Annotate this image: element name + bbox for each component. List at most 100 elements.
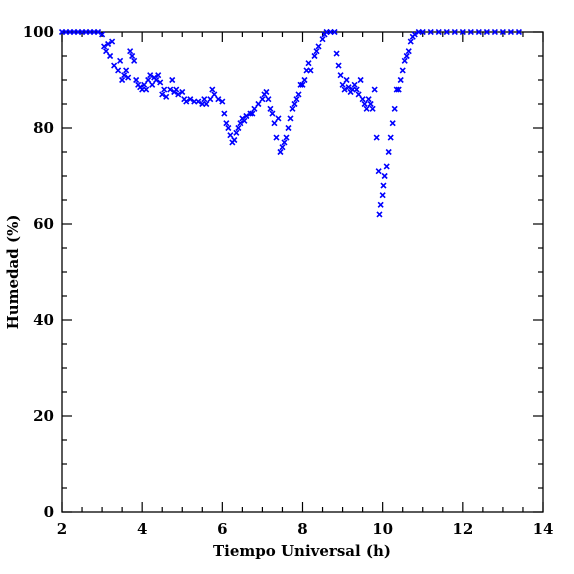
data-point — [289, 105, 296, 112]
data-point — [443, 28, 450, 36]
data-point — [131, 57, 138, 64]
data-point — [267, 105, 274, 112]
data-point — [379, 192, 386, 199]
x-tick-label: 8 — [297, 520, 307, 538]
data-point — [381, 172, 388, 180]
data-point — [203, 100, 210, 108]
data-point — [287, 115, 294, 122]
data-point — [273, 134, 280, 141]
data-point — [389, 120, 396, 127]
data-point — [355, 91, 362, 98]
data-point — [167, 86, 174, 93]
data-point — [109, 38, 116, 45]
data-point — [95, 28, 102, 36]
data-point — [401, 57, 408, 64]
data-point — [367, 100, 374, 108]
data-point — [219, 98, 226, 105]
data-point — [369, 105, 376, 112]
data-point — [483, 28, 490, 36]
y-tick-label: 0 — [44, 503, 54, 521]
data-point — [145, 76, 152, 84]
data-point — [175, 91, 182, 98]
data-point — [285, 124, 292, 132]
data-point — [343, 76, 350, 84]
data-point — [333, 50, 340, 57]
data-point — [395, 86, 402, 93]
data-point — [467, 28, 474, 36]
data-point — [411, 31, 418, 38]
data-point — [451, 28, 458, 36]
data-point — [119, 76, 126, 84]
data-point — [103, 48, 110, 55]
data-point — [231, 136, 238, 144]
data-point — [341, 86, 348, 93]
data-point — [299, 81, 306, 88]
data-point — [403, 52, 410, 60]
data-point — [115, 67, 122, 74]
data-point — [159, 91, 166, 98]
data-point — [269, 110, 276, 117]
data-point — [363, 105, 370, 112]
data-point — [351, 81, 358, 88]
data-point — [359, 96, 366, 103]
data-point — [385, 148, 392, 156]
data-point — [399, 67, 406, 74]
data-point — [293, 96, 300, 103]
data-point — [427, 28, 434, 36]
data-point — [301, 76, 308, 84]
data-point — [155, 72, 162, 79]
x-tick-label: 10 — [372, 520, 393, 538]
data-point — [209, 86, 216, 93]
data-point — [277, 148, 284, 156]
data-point — [169, 76, 176, 84]
data-point — [373, 134, 380, 141]
data-point — [259, 96, 266, 103]
data-point — [279, 144, 286, 151]
data-point — [499, 28, 506, 36]
data-point — [173, 86, 180, 93]
x-axis-label: Tiempo Universal (h) — [213, 542, 391, 560]
data-point — [515, 28, 523, 36]
x-tick-label: 12 — [452, 520, 473, 538]
data-point — [121, 72, 128, 79]
data-point — [283, 134, 290, 141]
data-point — [235, 124, 242, 132]
data-point — [117, 57, 124, 64]
data-point — [380, 182, 387, 189]
data-point — [105, 40, 112, 48]
data-point — [123, 67, 130, 74]
data-point — [311, 52, 318, 60]
data-point — [195, 98, 202, 105]
y-tick-label: 80 — [33, 119, 54, 137]
data-point — [241, 117, 248, 124]
data-point — [147, 72, 154, 79]
data-point — [265, 96, 272, 103]
data-point — [313, 48, 320, 55]
data-point — [127, 48, 134, 55]
data-point — [491, 28, 498, 36]
x-tick-label: 6 — [217, 520, 227, 538]
data-point — [111, 62, 118, 69]
data-point — [335, 62, 342, 69]
data-point — [233, 129, 240, 136]
data-point — [361, 100, 368, 108]
data-point — [507, 28, 514, 36]
data-point — [377, 201, 384, 208]
data-point — [357, 76, 364, 84]
data-point — [407, 38, 414, 45]
data-point — [263, 88, 270, 96]
data-point — [297, 81, 304, 88]
data-point — [133, 76, 140, 84]
data-point — [275, 115, 282, 122]
data-point — [101, 43, 108, 50]
data-point — [435, 28, 442, 36]
data-point — [237, 120, 244, 127]
data-point — [391, 105, 398, 112]
data-point — [207, 96, 214, 103]
data-point — [179, 88, 186, 96]
data-point — [319, 36, 326, 43]
data-point — [393, 86, 400, 93]
x-tick-label: 4 — [137, 520, 147, 538]
data-point — [331, 28, 338, 36]
x-tick-label: 2 — [57, 520, 67, 538]
